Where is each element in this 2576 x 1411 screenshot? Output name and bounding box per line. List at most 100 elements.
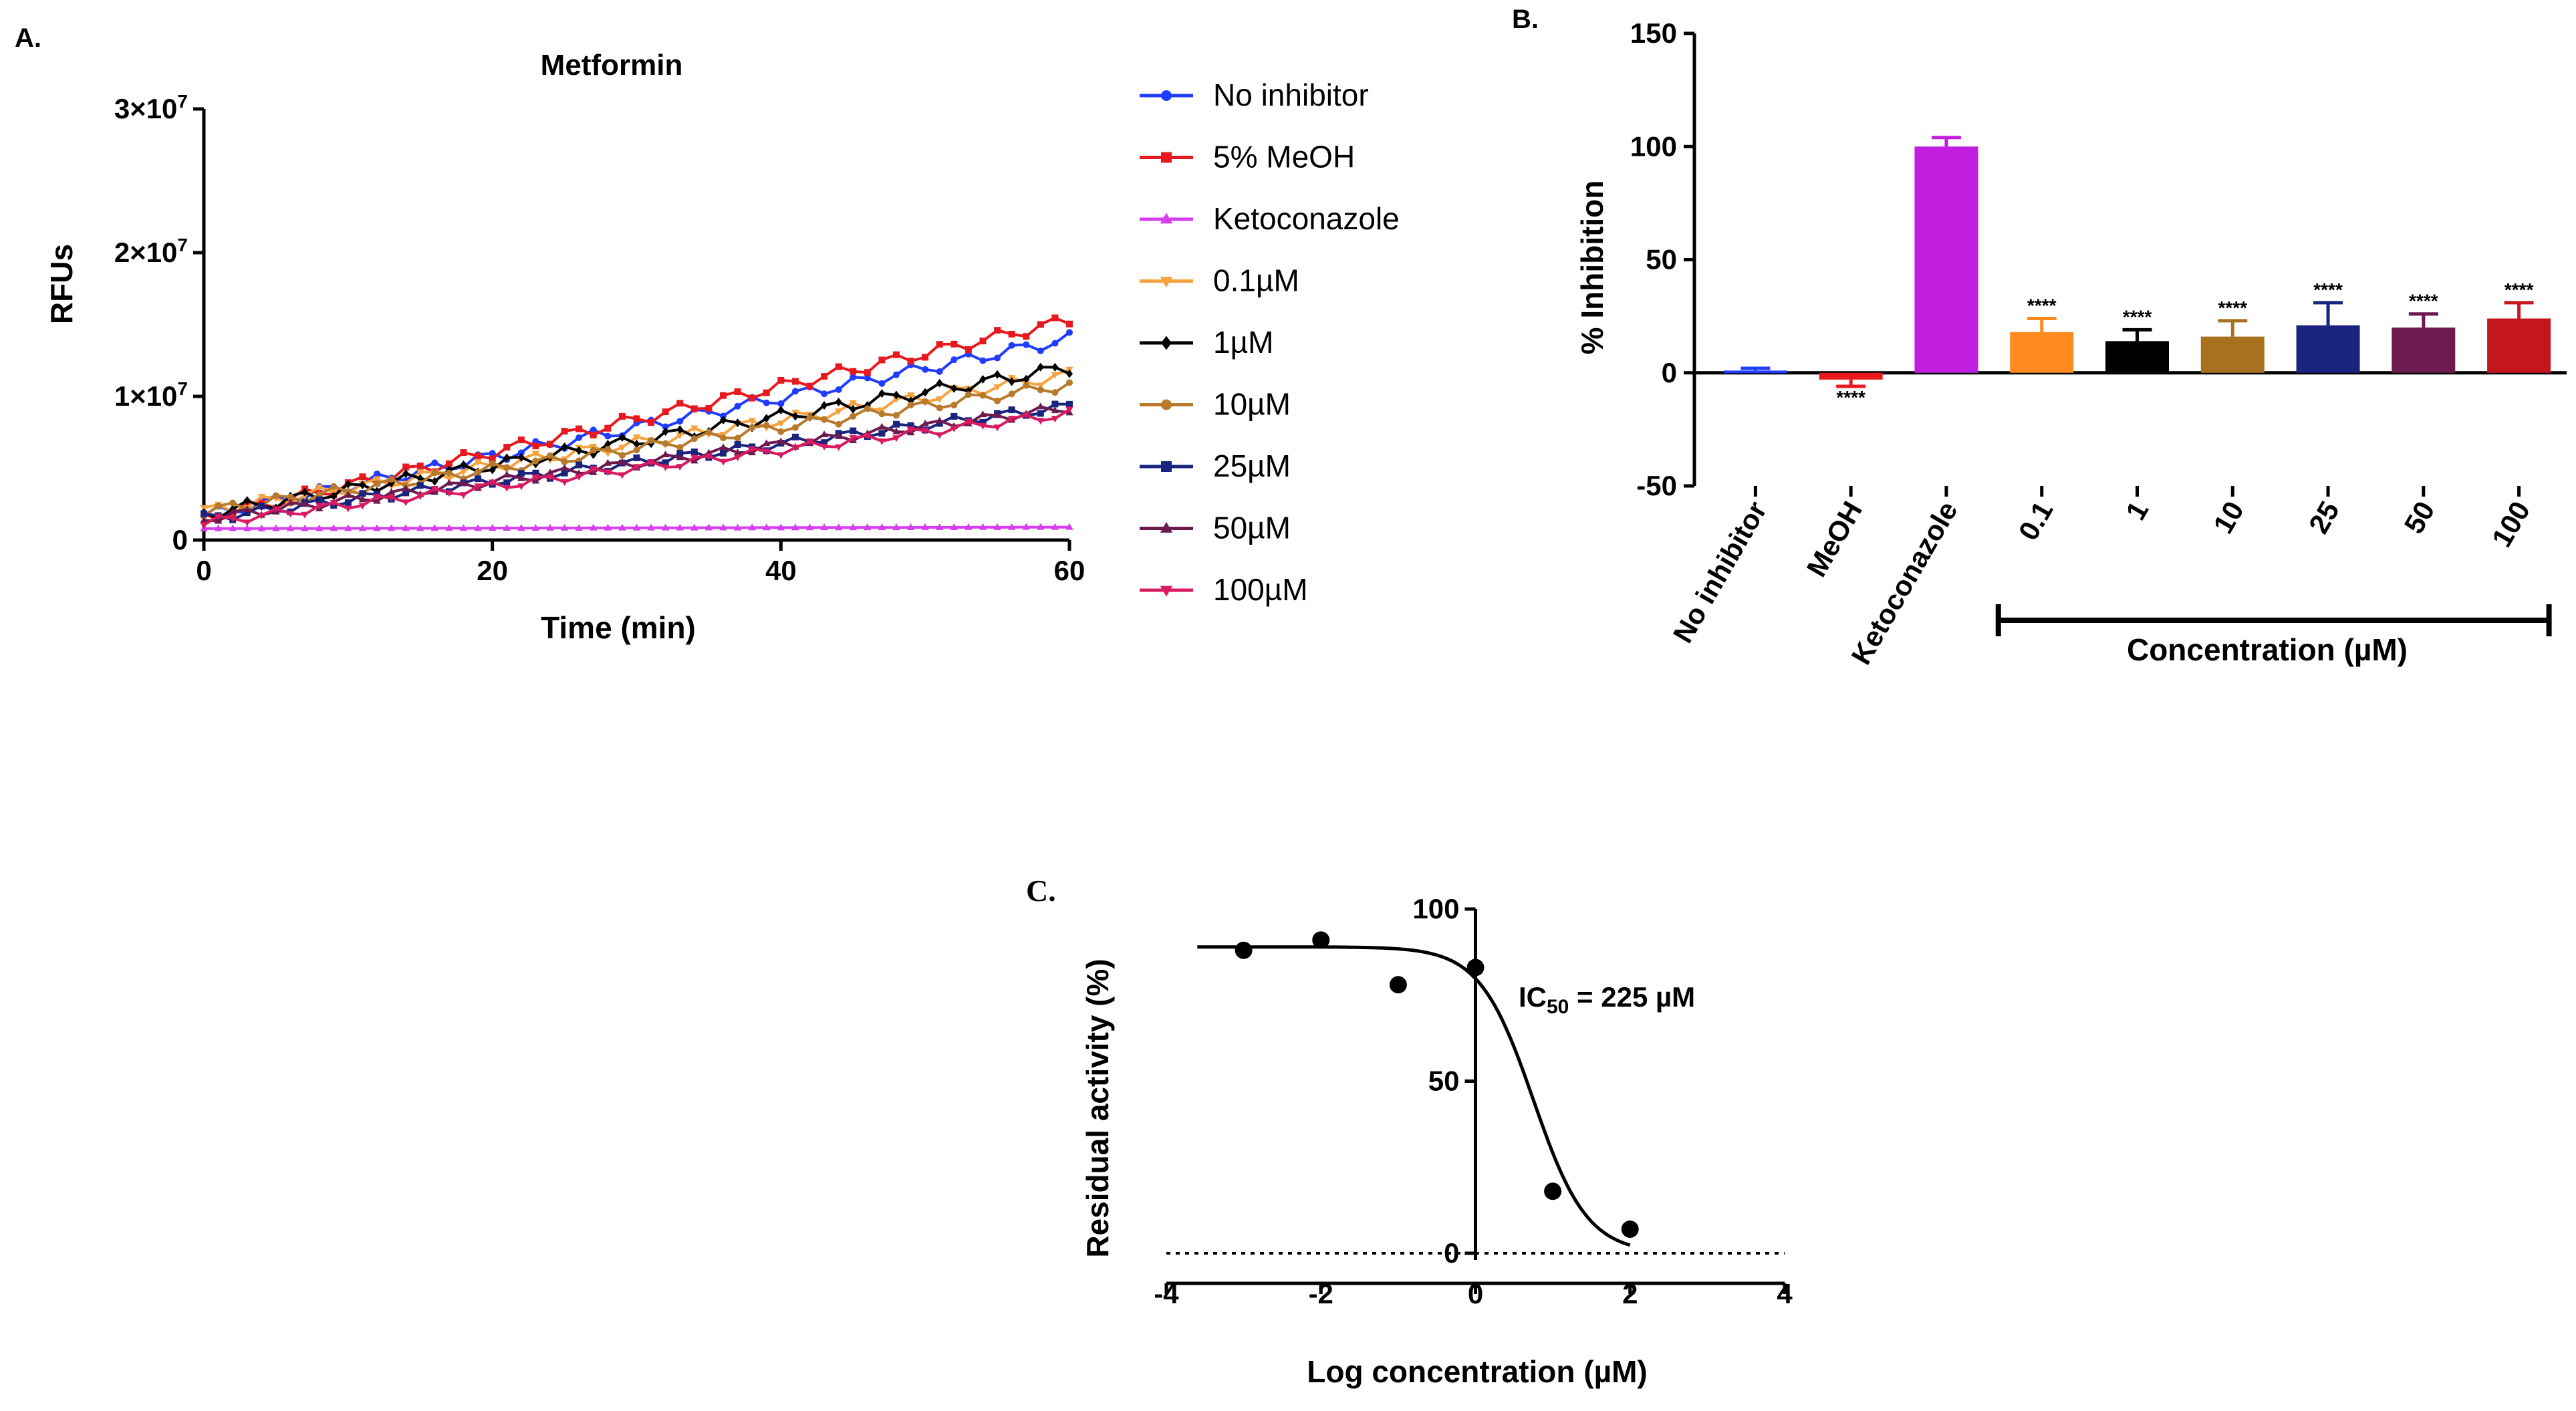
series-point: [445, 469, 453, 477]
series-point: [821, 416, 828, 423]
y-tick-label: 0: [172, 524, 188, 555]
series-point: [705, 404, 713, 412]
series-point: [907, 422, 914, 429]
data-point: [1235, 941, 1253, 959]
data-point: [1544, 1182, 1562, 1200]
series-point: [1037, 362, 1044, 372]
significance-stars: ****: [2027, 295, 2057, 316]
series-point: [835, 397, 842, 406]
series-point: [402, 524, 410, 531]
panel-c-label: C.: [1026, 874, 1056, 908]
series-point: [850, 374, 857, 381]
series-point: [1051, 406, 1059, 414]
series-point: [590, 466, 598, 473]
bar-group: ****: [2296, 279, 2360, 373]
series-point: [878, 438, 886, 446]
series-point: [373, 476, 381, 483]
series-point: [676, 400, 684, 407]
series-point: [647, 459, 655, 467]
series-point: [474, 459, 482, 467]
series-point: [272, 524, 280, 531]
series-point: [633, 446, 640, 454]
series-point: [287, 493, 294, 501]
series-point: [431, 469, 438, 477]
series-point: [690, 425, 698, 432]
series-point: [791, 412, 799, 421]
series-point: [532, 442, 539, 450]
series-point: [200, 522, 208, 529]
series-point: [503, 523, 511, 531]
series-point: [358, 503, 367, 510]
series-point: [604, 424, 612, 432]
series-point: [820, 443, 828, 451]
y-tick-label: 50: [1428, 1065, 1460, 1097]
series-point: [662, 408, 669, 416]
series-point: [791, 433, 799, 440]
y-tick-label: 0: [1662, 357, 1677, 388]
series-point: [243, 496, 251, 505]
legend-label: No inhibitor: [1213, 78, 1369, 112]
series-point: [821, 373, 828, 380]
series-point: [921, 523, 929, 530]
x-category-label: 25: [2303, 496, 2345, 539]
bar: [2200, 336, 2265, 373]
series-point: [517, 470, 525, 477]
series-point: [201, 510, 207, 517]
series-point: [994, 370, 1001, 379]
bar: [1819, 372, 1883, 380]
series-point: [344, 505, 352, 513]
series-point: [676, 425, 684, 434]
series-point: [850, 368, 857, 375]
panel-c-y-axis-label: Residual activity (%): [1080, 958, 1115, 1257]
data-point: [1466, 958, 1485, 977]
series-point: [1007, 523, 1016, 530]
series-point: [301, 500, 309, 507]
series-point: [373, 524, 381, 531]
series-point: [373, 493, 381, 501]
series-point: [503, 453, 511, 463]
series-point: [243, 524, 251, 531]
series-point: [488, 479, 497, 487]
bar: [2296, 325, 2360, 373]
ic50-annotation: IC50 = 225 µM: [1519, 981, 1695, 1018]
series-point: [618, 432, 626, 442]
series-point: [850, 427, 857, 434]
series-point: [229, 524, 237, 531]
series-point: [690, 455, 698, 462]
fit-curve: [1197, 945, 1631, 1247]
series-point: [359, 490, 366, 497]
series-point: [704, 453, 713, 461]
legend-label: Ketoconazole: [1213, 201, 1400, 236]
series-point: [676, 418, 684, 425]
series-point: [1037, 410, 1044, 417]
x-tick-label: 40: [765, 555, 797, 586]
series-point: [964, 346, 972, 353]
series-point: [633, 454, 640, 461]
series-point: [734, 388, 741, 396]
series-point: [416, 524, 424, 531]
legend-swatch-marker: [1160, 277, 1173, 288]
series-point: [821, 401, 828, 410]
bar-group: ****: [2487, 279, 2551, 373]
series-point: [1022, 523, 1030, 530]
series-line: [200, 406, 1073, 529]
series-point: [546, 468, 554, 475]
series-point: [503, 444, 511, 451]
series-point: [1022, 412, 1030, 420]
series-point: [546, 523, 554, 531]
series-point: [777, 406, 785, 415]
series-point: [1066, 329, 1073, 336]
series-point: [1023, 382, 1030, 389]
series-point: [402, 489, 410, 497]
series-point: [749, 424, 756, 431]
significance-stars: ****: [2313, 279, 2343, 300]
series-point: [604, 450, 612, 457]
series-point: [632, 434, 641, 441]
bar-group: ****: [2105, 306, 2169, 373]
x-tick-label: 0: [196, 555, 211, 586]
series-point: [575, 434, 583, 441]
series-point: [416, 493, 424, 500]
legend-label: 100µM: [1213, 572, 1308, 607]
series-point: [503, 479, 511, 487]
